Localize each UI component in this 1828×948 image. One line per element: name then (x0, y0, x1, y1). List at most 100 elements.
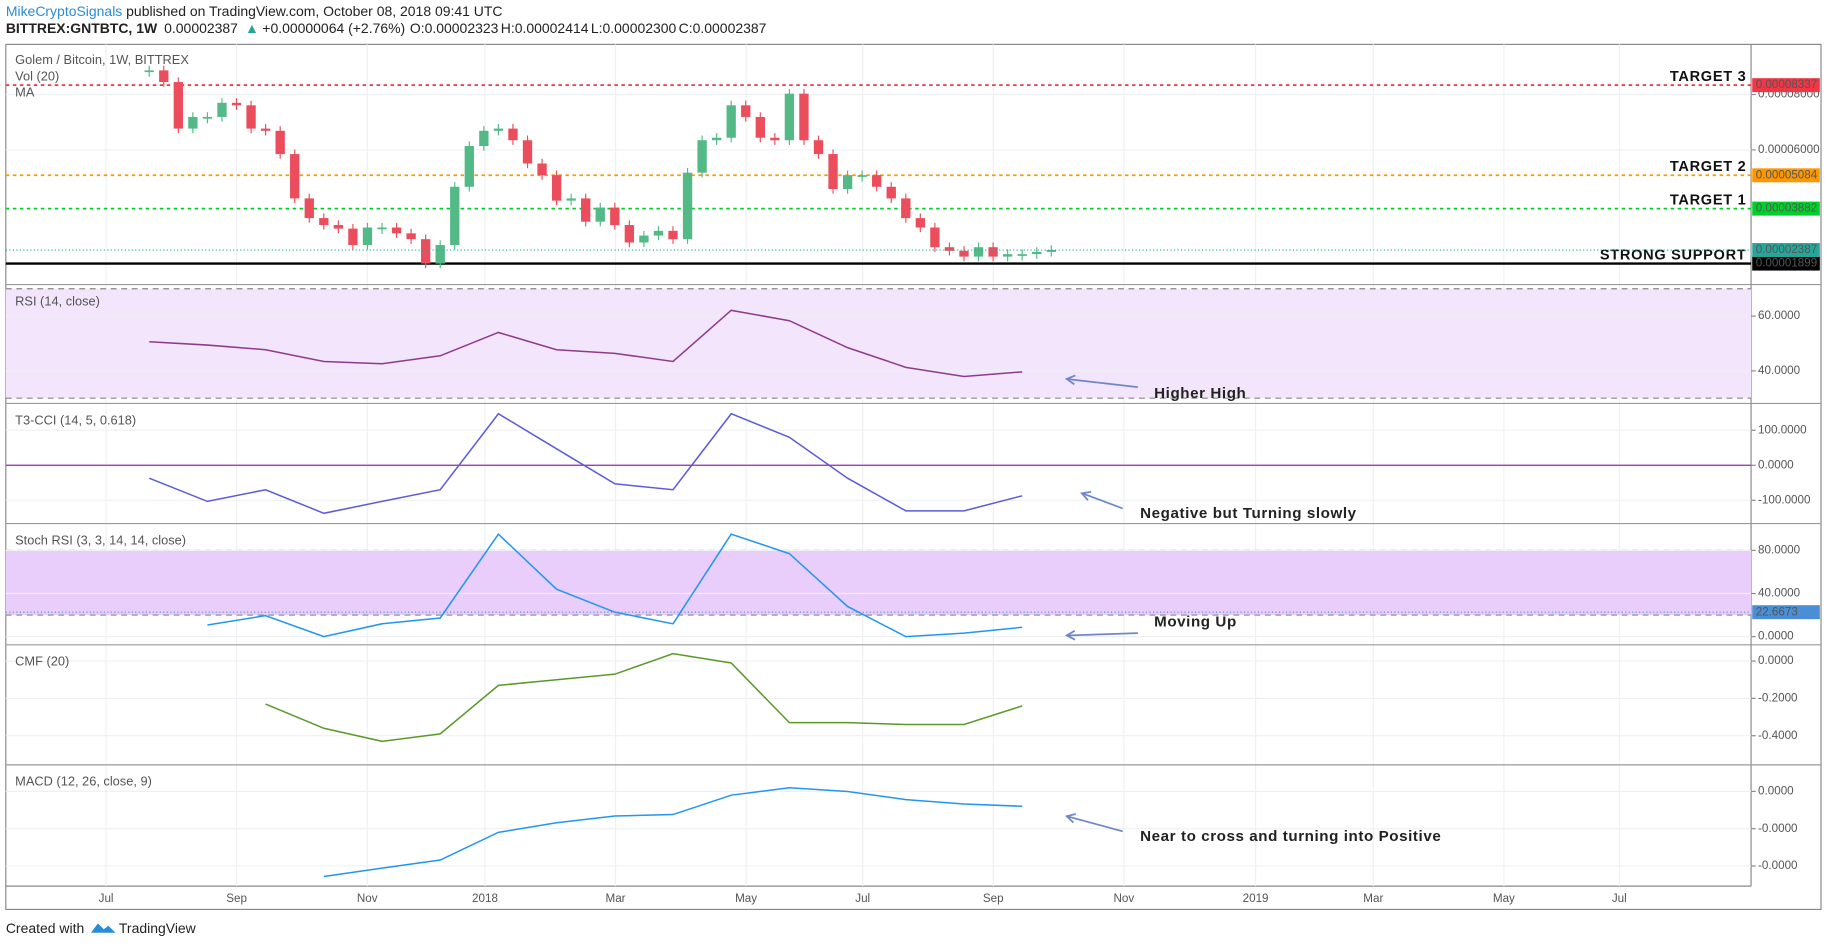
candle (217, 102, 227, 117)
last-box (1752, 243, 1820, 258)
y-tick-label: 100.0000 (1758, 423, 1807, 436)
annotation: Moving Up (1154, 614, 1237, 631)
candle (304, 198, 314, 219)
level-label: 0.00005084 (1756, 168, 1818, 181)
candle (610, 207, 620, 226)
y-tick-label: 60.0000 (1758, 309, 1801, 322)
arrow-head (1080, 491, 1092, 501)
published: published on TradingView.com, October 08… (122, 2, 502, 18)
candle (697, 140, 707, 173)
candle (406, 233, 416, 240)
pane-title: Golem / Bitcoin, 1W, BITTREX (15, 52, 189, 67)
x-tick-label: May (735, 892, 757, 905)
candle (508, 128, 518, 141)
candle (726, 105, 736, 138)
open: O:0.00002323 (410, 20, 499, 36)
x-tick-label: Nov (1113, 892, 1134, 905)
band (5, 288, 1752, 399)
level-name: TARGET 1 (1670, 192, 1747, 208)
x-tick-label: Jul (99, 892, 114, 905)
candle (420, 239, 431, 264)
x-tick-label: Mar (606, 892, 626, 905)
candle (639, 235, 649, 243)
x-tick-label: 2018 (472, 892, 498, 905)
candle (653, 230, 664, 236)
annotation-arrow (1066, 632, 1138, 637)
legend-entry: Vol (20) (15, 68, 59, 83)
x-tick-label: Nov (357, 892, 378, 905)
level-box (1752, 256, 1820, 271)
last-label: 22.6673 (1756, 605, 1798, 618)
candle (319, 218, 329, 226)
candle (1002, 254, 1013, 257)
candle (872, 175, 882, 187)
level-box (1752, 168, 1820, 183)
indicator-line (265, 652, 1023, 743)
candle (173, 82, 183, 129)
candle (275, 130, 285, 155)
candle (144, 70, 154, 73)
indicator-line (323, 786, 1023, 878)
candle (988, 247, 998, 257)
arrow: ▲ (245, 20, 259, 36)
level-box (1752, 201, 1820, 216)
y-tick-label: -100.0000 (1758, 493, 1811, 506)
candle (202, 116, 213, 119)
arrow-head (1064, 629, 1076, 641)
footer-created: Created with (6, 920, 84, 936)
candle (799, 93, 809, 141)
y-tick-label: -0.4000 (1758, 729, 1798, 742)
level-label: 0.00003882 (1756, 202, 1818, 215)
candle (915, 218, 926, 228)
annotation: Higher High (1154, 385, 1246, 402)
candle (464, 146, 474, 187)
candle (828, 154, 838, 190)
x-tick-label: May (1493, 892, 1515, 905)
candle (930, 227, 940, 248)
x-tick-label: Jul (855, 892, 870, 905)
symbol-line: BITTREX:GNTBTC, 1W 0.00002387 ▲ +0.00000064… (6, 20, 767, 36)
candle (901, 198, 911, 219)
arrow-head (1064, 374, 1076, 386)
y-tick-label: -0.0000 (1758, 859, 1798, 872)
y-tick-label: 0.0000 (1758, 784, 1794, 797)
annotation: Negative but Turning slowly (1140, 505, 1357, 522)
y-tick-label: 0.0000 (1758, 458, 1794, 471)
level-name: TARGET 2 (1670, 159, 1747, 175)
candle (668, 230, 678, 240)
level-label: 0.00001899 (1756, 257, 1818, 270)
annotation-arrow (1081, 492, 1123, 510)
x-tick-label: Jul (1612, 892, 1627, 905)
tv-logo (90, 923, 116, 933)
y-tick-label: -0.0000 (1758, 822, 1798, 835)
candle (246, 105, 256, 129)
level-name: STRONG SUPPORT (1600, 247, 1747, 263)
pane-title: RSI (14, close) (15, 293, 100, 308)
level-box (1752, 78, 1820, 93)
close: C:0.00002387 (679, 20, 767, 36)
author[interactable]: MikeCryptoSignals (6, 2, 122, 18)
y-tick-label: 0.0000 (1758, 654, 1794, 667)
candle (784, 93, 795, 141)
header-line: MikeCryptoSignals published on TradingVi… (6, 2, 503, 18)
candle (348, 228, 358, 245)
low: L:0.00002300 (591, 20, 677, 36)
pane-title: T3-CCI (14, 5, 0.618) (15, 412, 136, 427)
candle (377, 227, 387, 230)
arrow-head (1064, 813, 1076, 824)
candle (886, 186, 896, 199)
candle (959, 250, 969, 257)
candle (741, 105, 751, 117)
pane-title: Stoch RSI (3, 3, 14, 14, close) (15, 532, 186, 547)
candle (595, 207, 605, 222)
footer-brand[interactable]: TradingView (119, 920, 197, 936)
candle (813, 140, 824, 155)
candle (711, 137, 722, 141)
y-tick-label: 80.0000 (1758, 543, 1801, 556)
candle (391, 227, 402, 234)
candle (493, 128, 504, 131)
candle (755, 116, 765, 138)
annotation-arrow (1066, 378, 1138, 389)
